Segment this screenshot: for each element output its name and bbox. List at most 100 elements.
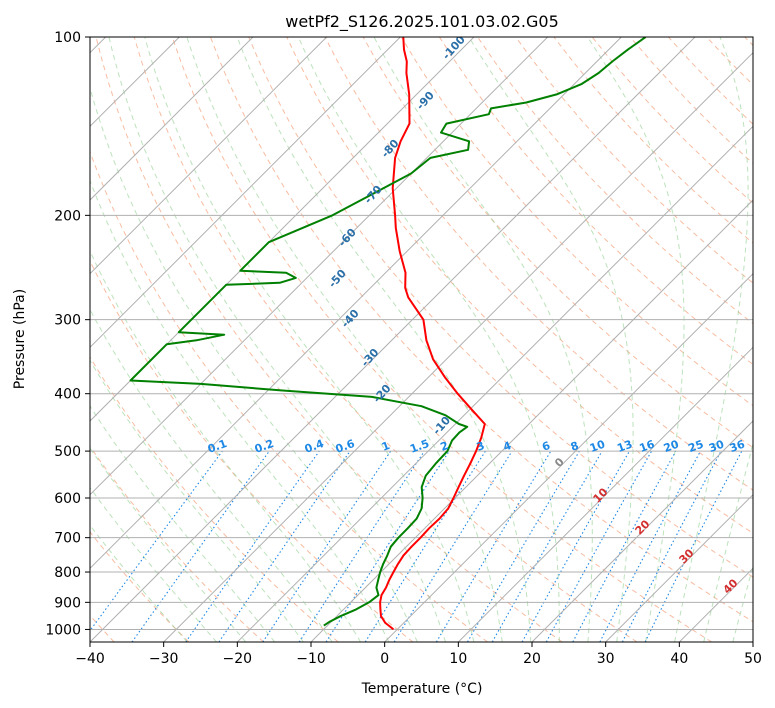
dry-adiabat (90, 150, 488, 642)
mixing-ratio-label: 0.6 (334, 437, 357, 456)
isotherm (236, 125, 753, 642)
mixing-ratio-label: 10 (588, 438, 607, 456)
y-axis-label: Pressure (hPa) (12, 289, 28, 389)
dry-adiabat (90, 531, 190, 642)
mixing-ratio-line (262, 450, 392, 642)
isotherm (457, 346, 753, 642)
isotherm (384, 272, 753, 642)
dry-adiabat (248, 37, 753, 578)
mixing-ratio-line (218, 450, 351, 642)
mixing-ratio-line (90, 450, 223, 632)
y-tick-label: 800 (54, 565, 81, 581)
dry-adiabat (438, 37, 753, 366)
gridlines (90, 37, 753, 642)
mixing-ratio-label: 25 (687, 438, 706, 455)
x-tick-label: −30 (149, 651, 179, 667)
moist-adiabat (90, 179, 390, 642)
mixing-ratio-line (572, 450, 677, 642)
temperature-profile (379, 37, 486, 631)
mixing-ratio-label: 2 (439, 439, 451, 454)
mixing-ratio-line (644, 450, 743, 642)
y-axis: 1000 900 800 700 600 500 400 300 200 100 (45, 30, 90, 638)
dry-adiabat (95, 37, 563, 642)
mixing-ratio-label: 1 (380, 439, 392, 454)
thermodynamic-background (90, 37, 753, 642)
x-axis-label: Temperature (°C) (361, 681, 483, 697)
x-tick-label: −20 (223, 651, 253, 667)
moist-adiabat (373, 37, 593, 642)
mixing-ratio-label: 0.2 (253, 437, 276, 456)
mixing-ratio-line (521, 450, 630, 642)
dry-adiabat (90, 356, 339, 642)
mixing-ratio-label: 8 (569, 439, 581, 454)
isotherm (90, 37, 549, 496)
x-tick-label: 10 (449, 651, 467, 667)
dry-adiabat (515, 37, 753, 284)
x-tick-label: −40 (75, 651, 105, 667)
mixing-ratio-label: 3 (475, 439, 487, 454)
mixing-ratio-label: 1.5 (408, 437, 431, 456)
y-tick-label: 100 (54, 30, 81, 46)
isotherm (90, 37, 696, 642)
mixing-ratio-label: 0.1 (206, 437, 229, 456)
chart-title: wetPf2_S126.2025.101.03.02.G05 (285, 12, 559, 32)
x-tick-label: 50 (744, 651, 762, 667)
x-tick-label: 40 (670, 651, 688, 667)
dry-adiabat (90, 445, 264, 642)
mixing-ratio-line (545, 450, 653, 642)
mixing-ratio-label: 36 (728, 438, 747, 456)
profiles (129, 37, 647, 631)
moist-adiabat (297, 37, 560, 642)
moist-adiabat (90, 359, 304, 642)
isotherm (752, 641, 753, 642)
moist-adiabat (90, 86, 418, 642)
moist-adiabat (186, 37, 503, 642)
moist-adiabat (90, 405, 276, 642)
isotherm (90, 37, 328, 275)
mixing-ratio-line (325, 450, 450, 642)
mixing-ratio-label: 4 (501, 439, 513, 454)
mixing-ratio-line (131, 450, 270, 642)
x-tick-label: 0 (380, 651, 389, 667)
mixing-ratio-label: 16 (638, 438, 657, 456)
mixing-ratio-label: 20 (662, 438, 681, 456)
moist-adiabat (108, 37, 447, 642)
plot-area (90, 37, 753, 642)
dry-adiabat (210, 37, 753, 623)
isotherm (90, 37, 622, 570)
y-tick-label: 900 (54, 595, 81, 611)
isotherm (605, 493, 753, 642)
x-tick-label: −10 (296, 651, 326, 667)
isotherm (90, 37, 254, 201)
y-tick-label: 400 (54, 387, 81, 403)
moist-adiabat (144, 37, 475, 642)
x-tick-label: 30 (597, 651, 615, 667)
y-tick-label: 500 (54, 444, 81, 460)
y-tick-label: 300 (54, 313, 81, 329)
dewpoint-profile (129, 37, 647, 627)
mixing-ratio-label: 13 (615, 438, 634, 455)
moist-adiabat (90, 486, 217, 642)
y-tick-label: 1000 (45, 622, 81, 638)
moist-adiabat (90, 447, 247, 642)
moist-adiabat (587, 37, 685, 642)
isotherm (90, 37, 475, 422)
dry-adiabat (400, 37, 753, 407)
mixing-ratio-line (393, 450, 513, 642)
y-tick-label: 200 (54, 208, 81, 224)
mixing-ratio-line (185, 450, 320, 642)
x-tick-label: 20 (523, 651, 541, 667)
mixing-ratio-label: 6 (540, 439, 552, 454)
isotherm (163, 51, 753, 642)
isotherm (90, 37, 401, 349)
isotherm (531, 420, 753, 642)
y-tick-label: 600 (54, 491, 81, 507)
mixing-ratio-label: 30 (707, 438, 726, 456)
y-tick-label: 700 (54, 531, 81, 547)
dry-adiabat (171, 37, 712, 642)
mixing-ratio-line (298, 450, 425, 642)
isotherm (310, 199, 753, 642)
plot-frame (89, 36, 754, 643)
x-axis: −40 −30 −20 −10 0 10 20 30 40 50 (75, 642, 762, 667)
